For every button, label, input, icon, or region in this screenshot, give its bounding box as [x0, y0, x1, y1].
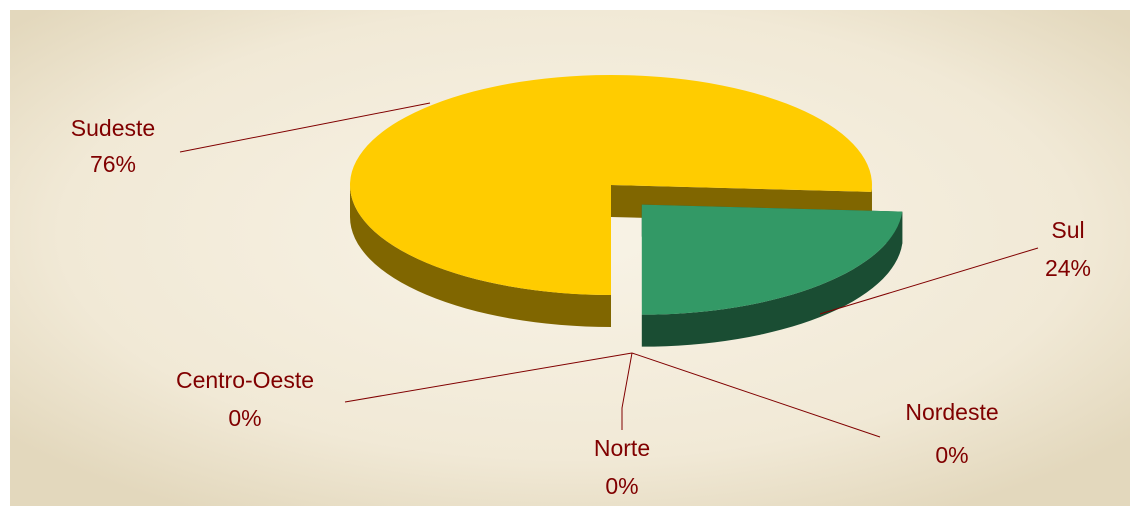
leader-line	[631, 352, 881, 438]
slice	[349, 74, 872, 295]
value-label: 76%	[90, 151, 136, 177]
value-label: 0%	[935, 442, 968, 468]
slice	[641, 204, 903, 315]
category-label: Sudeste	[71, 115, 155, 141]
value-label: 0%	[605, 473, 638, 499]
leader-line	[179, 102, 431, 153]
value-label: 0%	[228, 405, 261, 431]
category-label: Centro-Oeste	[176, 367, 314, 393]
leader-line	[344, 352, 633, 403]
slice-side	[641, 211, 903, 347]
value-label: 24%	[1045, 255, 1091, 281]
slice-side	[350, 185, 611, 327]
category-label: Norte	[594, 435, 650, 461]
category-label: Nordeste	[905, 399, 998, 425]
labels: Sudeste 76% Sul 24% Centro-Oeste 0% Norte 0% Nor…	[71, 102, 1091, 499]
pie	[349, 74, 903, 347]
leader-line	[621, 352, 633, 430]
leader-line	[819, 247, 1039, 315]
category-label: Sul	[1051, 217, 1084, 243]
